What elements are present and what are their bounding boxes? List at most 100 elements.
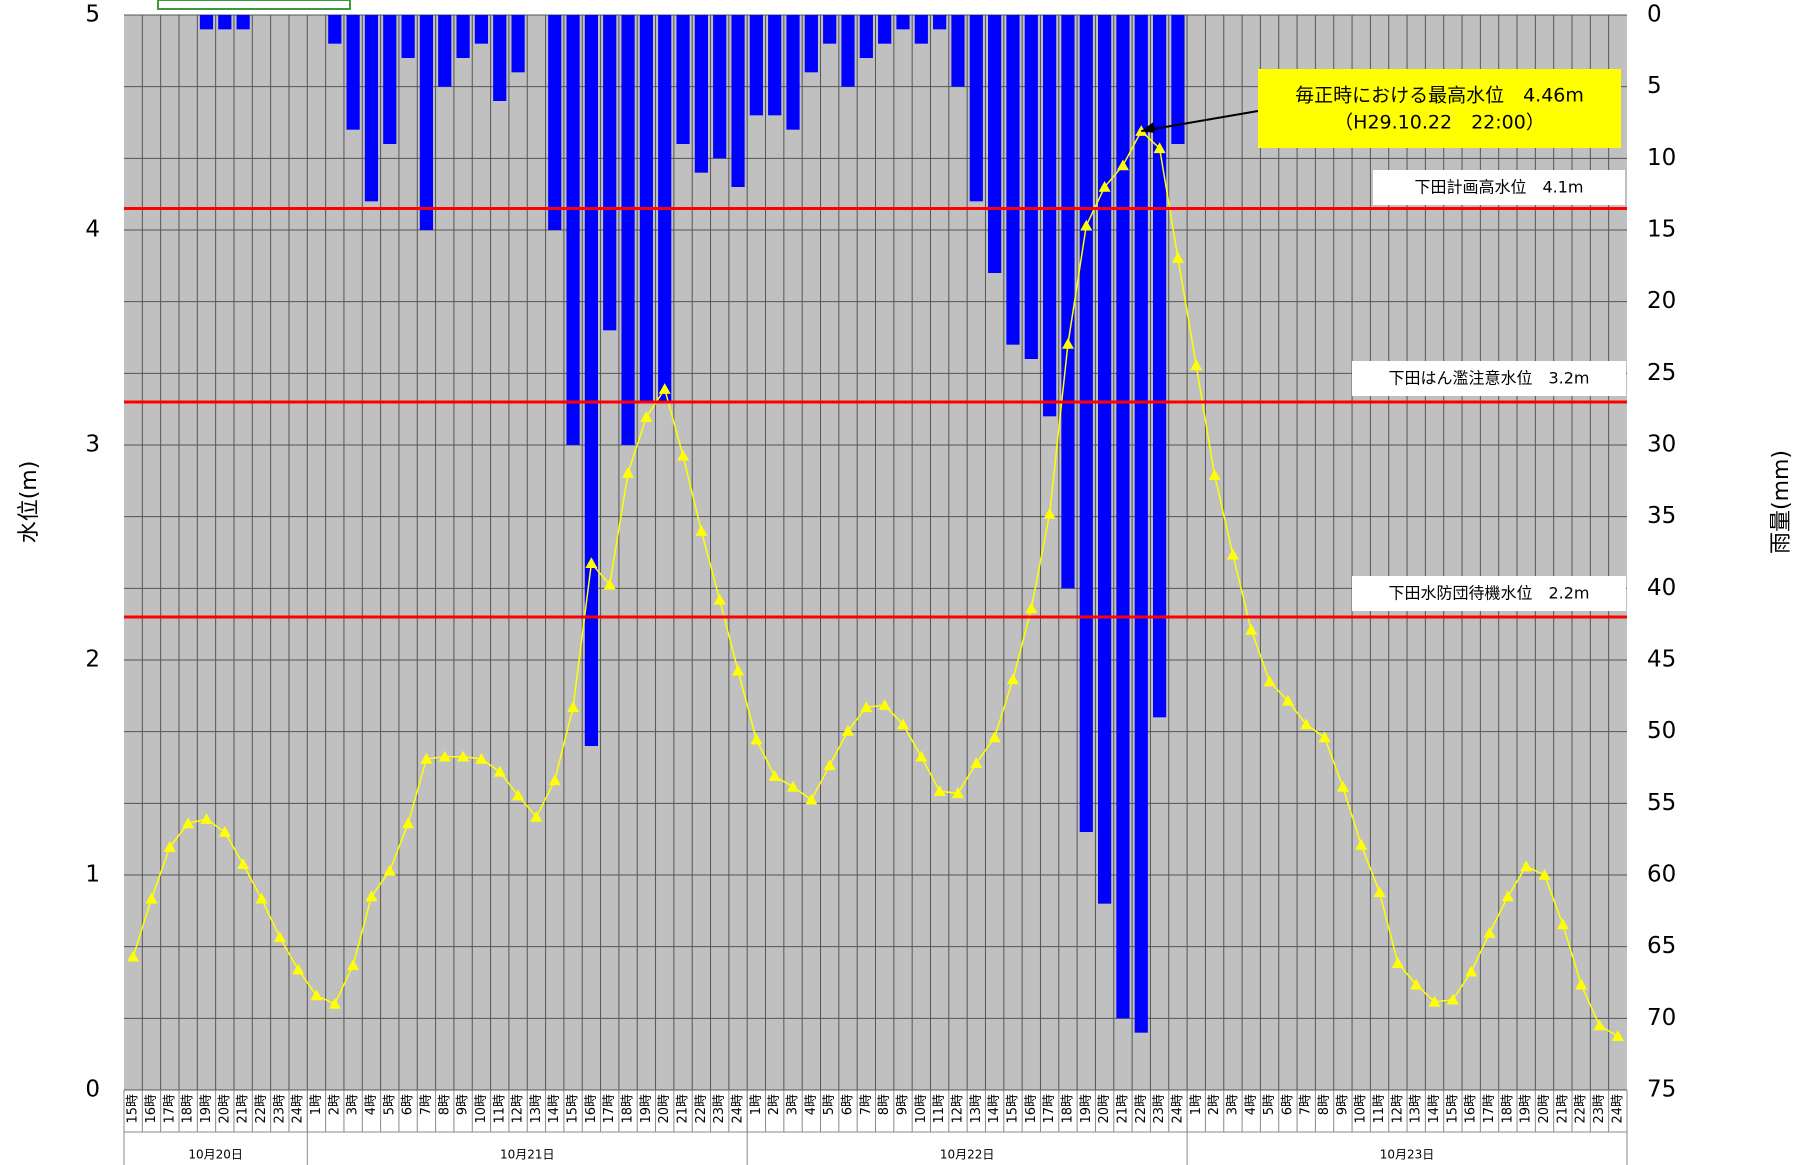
annotation-box: [1258, 69, 1621, 148]
rain-bar: [1061, 15, 1075, 589]
water-level-marker: [1006, 673, 1019, 685]
water-level-marker: [1190, 359, 1203, 371]
rain-bar: [1006, 15, 1020, 345]
reference-label-box: [1352, 361, 1626, 396]
rain-bar: [768, 15, 782, 116]
x-tick-label: 16時: [1464, 1094, 1479, 1124]
water-level-marker: [1116, 159, 1129, 171]
x-tick-label: 9時: [895, 1094, 910, 1115]
water-level-marker: [127, 950, 140, 962]
rain-bar: [383, 15, 397, 144]
x-tick-label: 19時: [639, 1094, 654, 1124]
water-level-marker: [237, 858, 250, 870]
water-level-marker: [1263, 675, 1276, 687]
x-tick-label: 1時: [1189, 1094, 1204, 1115]
rain-bar: [859, 15, 873, 58]
water-level-marker: [860, 701, 873, 713]
water-level-marker: [1080, 219, 1093, 231]
water-level-marker: [1355, 838, 1368, 850]
rain-bar: [236, 15, 250, 30]
legend-box: [157, 0, 351, 10]
x-tick-label: 21時: [1115, 1094, 1130, 1124]
x-tick-label: 12時: [511, 1094, 526, 1124]
y2-tick-label: 0: [1647, 2, 1662, 28]
y2-tick-label: 15: [1647, 217, 1676, 243]
y2-tick-label: 30: [1647, 432, 1676, 458]
rain-bar: [749, 15, 763, 116]
x-tick-label: 10時: [474, 1094, 489, 1124]
x-tick-label: 3時: [786, 1094, 801, 1115]
rain-bar: [969, 15, 983, 202]
x-group-label: 10月23日: [1380, 1148, 1435, 1162]
water-level-marker: [695, 525, 708, 536]
x-tick-label: 22時: [694, 1094, 709, 1124]
x-tick-label: 11時: [492, 1094, 507, 1124]
water-level-marker: [182, 817, 195, 829]
water-level-marker: [438, 750, 451, 762]
x-tick-label: 15時: [1445, 1094, 1460, 1124]
x-tick-label: 20時: [217, 1094, 232, 1124]
water-level-marker: [475, 752, 488, 764]
x-tick-label: 12時: [950, 1094, 965, 1124]
y2-tick-label: 25: [1647, 360, 1676, 386]
x-tick-label: 14時: [1427, 1094, 1442, 1124]
x-tick-label: 23時: [272, 1094, 287, 1124]
water-level-marker: [420, 752, 433, 764]
rain-bar: [493, 15, 507, 101]
rain-bar: [731, 15, 745, 187]
water-level-marker: [732, 664, 745, 676]
water-level-marker: [310, 989, 323, 1001]
water-level-marker: [622, 466, 635, 478]
water-level-marker: [347, 959, 360, 971]
x-tick-label: 15時: [1005, 1094, 1020, 1124]
water-level-marker: [823, 759, 836, 771]
x-tick-label: 11時: [1372, 1094, 1387, 1124]
x-group-label: 10月22日: [940, 1148, 995, 1162]
rain-bar: [1171, 15, 1185, 144]
x-tick-label: 18時: [1500, 1094, 1515, 1124]
water-level-marker: [585, 557, 598, 569]
water-level-marker: [512, 789, 525, 801]
x-tick-label: 20時: [657, 1094, 672, 1124]
x-tick-label: 20時: [1537, 1094, 1552, 1124]
rain-bar: [511, 15, 525, 73]
rain-bar: [218, 15, 232, 30]
x-tick-label: 23時: [1152, 1094, 1167, 1124]
water-level-marker: [878, 699, 891, 710]
rain-bar: [566, 15, 580, 445]
x-tick-label: 7時: [419, 1094, 434, 1115]
y2-tick-label: 75: [1647, 1077, 1676, 1103]
x-tick-label: 15時: [566, 1094, 581, 1124]
rain-bar: [804, 15, 818, 73]
x-tick-label: 8時: [877, 1094, 892, 1115]
x-tick-label: 24時: [731, 1094, 746, 1124]
water-level-marker: [1281, 694, 1294, 706]
water-level-marker: [896, 718, 909, 730]
x-tick-label: 8時: [1317, 1094, 1332, 1115]
reference-label-box: [1373, 170, 1625, 205]
x-tick-label: 22時: [1574, 1094, 1589, 1124]
water-level-marker: [402, 817, 415, 829]
rain-bar: [419, 15, 434, 230]
water-level-marker: [1098, 181, 1111, 192]
x-tick-label: 18時: [621, 1094, 636, 1124]
x-tick-label: 6時: [1280, 1094, 1295, 1115]
annotation-arrowhead: [1141, 122, 1156, 134]
rain-bar: [1079, 15, 1093, 832]
water-level-marker: [768, 770, 781, 781]
water-level-marker: [273, 931, 286, 943]
x-tick-label: 24時: [1610, 1094, 1625, 1124]
x-tick-label: 5時: [822, 1094, 837, 1115]
rain-bar: [786, 15, 800, 130]
water-level-marker: [1061, 337, 1074, 349]
water-level-marker: [328, 998, 341, 1009]
x-tick-label: 18時: [181, 1094, 196, 1124]
y-tick-label: 3: [85, 432, 100, 458]
water-level-marker: [292, 963, 305, 975]
water-level-marker: [658, 383, 671, 394]
x-tick-label: 14時: [987, 1094, 1002, 1124]
x-tick-label: 16時: [144, 1094, 159, 1124]
water-level-marker: [1300, 718, 1313, 730]
water-level-marker: [530, 810, 543, 822]
